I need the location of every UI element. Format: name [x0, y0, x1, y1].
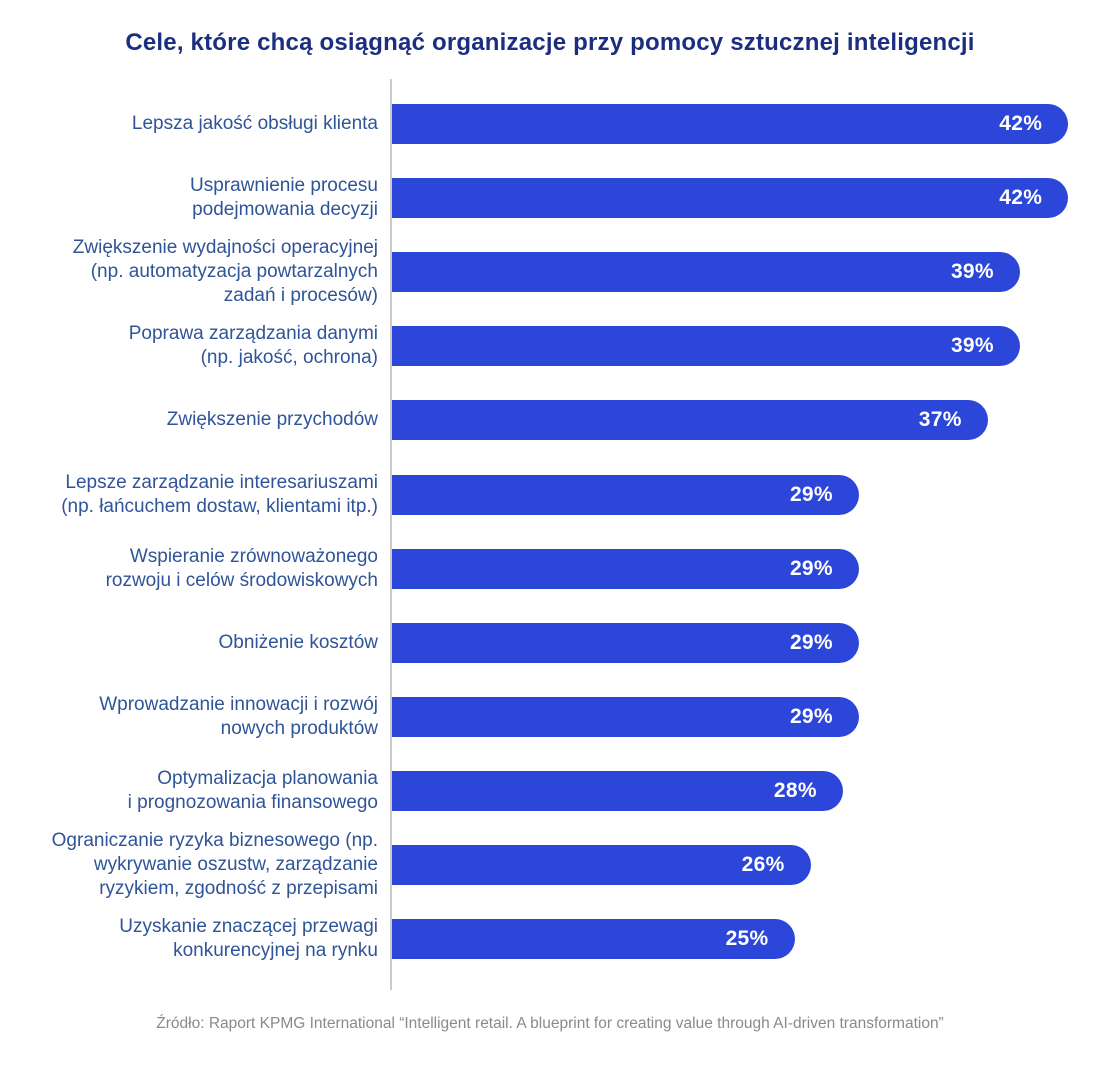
bar-track: 26%	[392, 844, 1100, 885]
chart-row: Uzyskanie znaczącej przewagi konkurencyjn…	[0, 902, 1100, 976]
bar-value-label: 29%	[789, 556, 833, 580]
bar: 28%	[392, 770, 843, 811]
bar: 42%	[392, 178, 1069, 219]
chart-row: Obniżenie kosztów 29%	[0, 606, 1100, 680]
bar-track: 29%	[392, 474, 1100, 515]
category-label: Lepsze zarządzanie interesariuszami (np. …	[61, 471, 378, 517]
bar-value-label: 25%	[725, 927, 769, 951]
axis-line	[390, 79, 392, 991]
bar: 42%	[392, 104, 1069, 145]
category-label: Wspieranie zrównoważonego rozwoju i celów…	[105, 545, 378, 591]
category-label: Usprawnienie procesu podejmowania decyzji	[190, 175, 378, 221]
bar-track: 25%	[392, 919, 1100, 960]
bar-value-label: 28%	[773, 778, 817, 802]
bar-value-label: 29%	[789, 704, 833, 728]
category-label: Poprawa zarządzania danymi (np. jakość, o…	[128, 323, 378, 369]
bar: 39%	[392, 326, 1020, 367]
category-label: Zwiększenie przychodów	[166, 409, 378, 431]
bar-track: 29%	[392, 622, 1100, 663]
bar-track: 39%	[392, 252, 1100, 293]
bar-track: 37%	[392, 400, 1100, 441]
category-label: Zwiększenie wydajności operacyjnej (np. a…	[72, 237, 378, 307]
chart-row: Lepsza jakość obsługi klienta 42%	[0, 87, 1100, 161]
bar-value-label: 37%	[918, 408, 962, 432]
chart-row: Wspieranie zrównoważonego rozwoju i celów…	[0, 532, 1100, 606]
chart-row: Ograniczanie ryzyka biznesowego (np. wykr…	[0, 828, 1100, 902]
chart-row: Zwiększenie wydajności operacyjnej (np. a…	[0, 235, 1100, 309]
bar: 37%	[392, 400, 988, 441]
source-note: Źródło: Raport KPMG International “Intel…	[156, 1015, 944, 1033]
chart-row: Lepsze zarządzanie interesariuszami (np. …	[0, 457, 1100, 531]
category-label: Wprowadzanie innowacji i rozwój nowych pr…	[99, 693, 378, 739]
bar: 26%	[392, 844, 811, 885]
bar-value-label: 39%	[950, 334, 994, 358]
chart-row: Wprowadzanie innowacji i rozwój nowych pr…	[0, 680, 1100, 754]
bar-value-label: 29%	[789, 630, 833, 654]
bar: 29%	[392, 622, 859, 663]
bar-value-label: 39%	[950, 260, 994, 284]
bar-track: 42%	[392, 104, 1100, 145]
chart-rows: Lepsza jakość obsługi klienta 42% Usprawni…	[0, 87, 1100, 976]
bar-value-label: 29%	[789, 482, 833, 506]
bar-track: 39%	[392, 326, 1100, 367]
chart-row: Zwiększenie przychodów 37%	[0, 383, 1100, 457]
bar: 25%	[392, 919, 795, 960]
chart-row: Usprawnienie procesu podejmowania decyzji…	[0, 161, 1100, 235]
bar-track: 29%	[392, 696, 1100, 737]
bar-track: 28%	[392, 770, 1100, 811]
chart-row: Poprawa zarządzania danymi (np. jakość, o…	[0, 309, 1100, 383]
bar-value-label: 42%	[999, 112, 1043, 136]
category-label: Uzyskanie znaczącej przewagi konkurencyjn…	[119, 916, 378, 962]
category-label: Obniżenie kosztów	[218, 631, 378, 653]
category-label: Optymalizacja planowania i prognozowania …	[127, 767, 378, 813]
bar: 39%	[392, 252, 1020, 293]
category-label: Lepsza jakość obsługi klienta	[131, 113, 378, 135]
bar-chart: Lepsza jakość obsługi klienta 42% Usprawni…	[0, 79, 1100, 991]
bar-track: 42%	[392, 178, 1100, 219]
chart-row: Optymalizacja planowania i prognozowania …	[0, 754, 1100, 828]
bar: 29%	[392, 696, 859, 737]
bar-value-label: 26%	[741, 852, 785, 876]
bar-track: 29%	[392, 548, 1100, 589]
bar: 29%	[392, 548, 859, 589]
chart-title: Cele, które chcą osiągnąć organizacje pr…	[125, 29, 975, 56]
bar-value-label: 42%	[999, 186, 1043, 210]
bar: 29%	[392, 474, 859, 515]
category-label: Ograniczanie ryzyka biznesowego (np. wykr…	[51, 829, 378, 899]
